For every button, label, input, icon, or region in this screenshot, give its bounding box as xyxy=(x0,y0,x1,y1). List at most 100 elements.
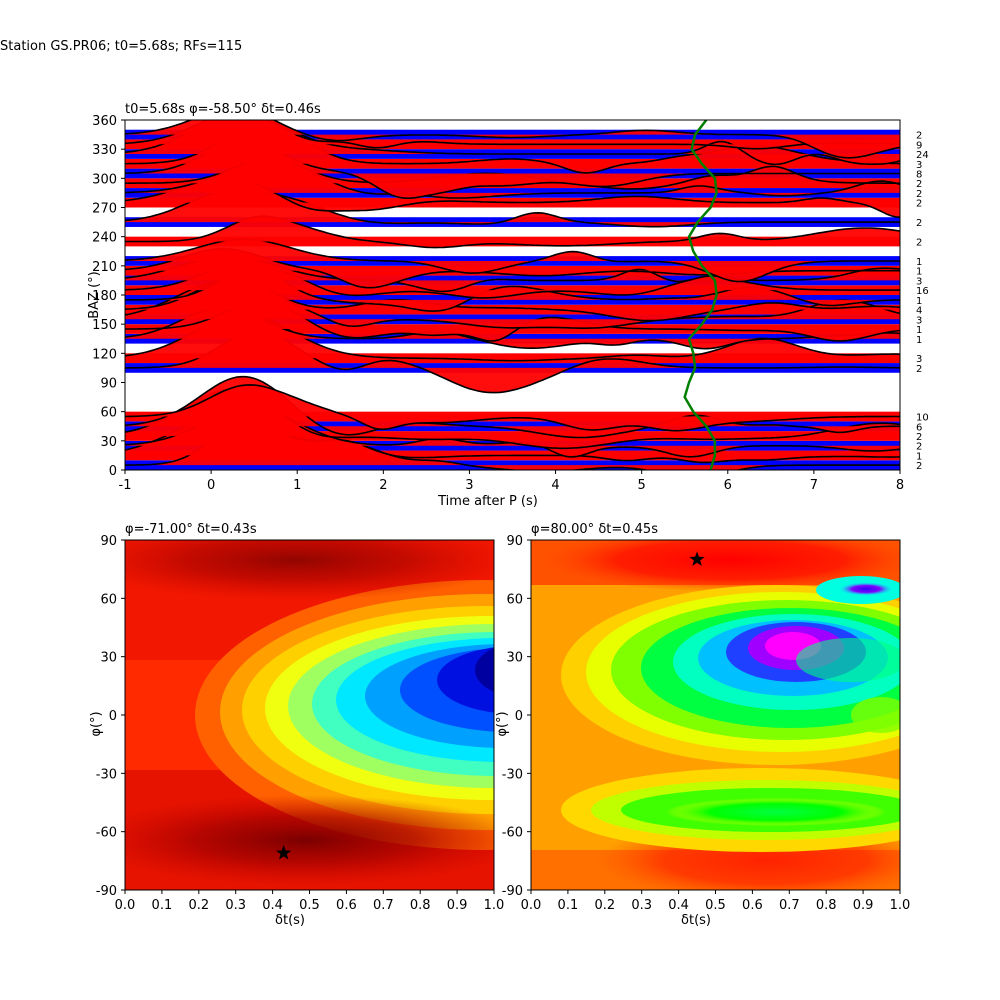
rf-count-label: 2 xyxy=(916,131,922,142)
trace-positive-fill xyxy=(125,178,900,218)
x-tick-label: 1.0 xyxy=(890,898,911,913)
rf-count-label: 3 xyxy=(916,276,922,287)
x-tick-label: 0.7 xyxy=(373,898,394,913)
left-map-y-axis: -90 -60 -30 0 30 60 90 xyxy=(96,534,125,899)
x-tick-label: 0.2 xyxy=(188,898,209,913)
y-tick-label: 30 xyxy=(100,435,117,450)
y-tick-label: 90 xyxy=(506,534,523,549)
x-tick-label: 0.8 xyxy=(410,898,431,913)
left-best-fit-star xyxy=(276,845,292,860)
polarity-band xyxy=(125,217,900,227)
y-tick-label: 0 xyxy=(515,709,523,724)
x-tick-label: 0.0 xyxy=(115,898,136,913)
rf-count-label: 3 xyxy=(916,354,922,365)
x-tick-label: 7 xyxy=(810,478,818,493)
x-tick-label: 0.4 xyxy=(262,898,283,913)
trace-positive-fill xyxy=(125,140,900,199)
y-tick-label: 270 xyxy=(92,202,117,217)
x-tick-label: 0.1 xyxy=(558,898,579,913)
x-tick-label: 0.1 xyxy=(152,898,173,913)
trace-positive-fill xyxy=(125,189,900,227)
trace-positive-fill xyxy=(125,280,900,329)
x-tick-label: 0.9 xyxy=(853,898,874,913)
rf-count-label: 2 xyxy=(916,218,922,229)
rf-panel: t0=5.68s φ=-58.50° δt=0.46s -1 0 1 2 3 4 5 6 7 8 … xyxy=(87,102,929,509)
trace-positive-fill xyxy=(125,407,900,457)
rf-count-label: 8 xyxy=(916,169,922,180)
x-tick-label: 0.0 xyxy=(521,898,542,913)
y-tick-label: 30 xyxy=(506,651,523,666)
best-fit-star xyxy=(689,551,705,566)
trace-positive-fill xyxy=(125,416,900,463)
y-tick-label: -90 xyxy=(502,884,523,899)
y-tick-label: 90 xyxy=(100,377,117,392)
trace-positive-fill xyxy=(125,216,900,248)
rf-count-label: 1 xyxy=(916,335,922,346)
y-tick-label: 360 xyxy=(92,114,117,129)
x-tick-label: 0.5 xyxy=(705,898,726,913)
y-tick-label: 180 xyxy=(92,289,117,304)
rf-count-label: 1 xyxy=(916,325,922,336)
x-tick-label: 0 xyxy=(207,478,215,493)
trace-positive-fill xyxy=(125,384,900,431)
trace-positive-fill xyxy=(125,120,900,165)
rf-count-label: 2 xyxy=(916,189,922,200)
rf-y-axis: 0 30 60 90 120 150 180 210 240 270 300 330 360 xyxy=(92,114,125,479)
y-tick-label: 60 xyxy=(506,592,523,607)
x-tick-label: 0.3 xyxy=(631,898,652,913)
y-tick-label: -90 xyxy=(96,884,117,899)
x-tick-label: 2 xyxy=(379,478,387,493)
rf-count-label: 2 xyxy=(916,179,922,190)
rf-count-label: 1 xyxy=(916,296,922,307)
energy-map-right: φ=80.00° δt=0.45s xyxy=(495,522,911,928)
x-tick-label: 8 xyxy=(896,478,904,493)
x-tick-label: 0.2 xyxy=(594,898,615,913)
trace-positive-fill xyxy=(125,314,900,361)
rf-trace xyxy=(125,120,900,150)
rf-count-label: 16 xyxy=(916,286,929,297)
rf-x-axis: -1 0 1 2 3 4 5 6 7 8 xyxy=(119,470,904,493)
x-tick-label: 0.7 xyxy=(779,898,800,913)
rf-trace xyxy=(125,120,900,166)
y-tick-label: 240 xyxy=(92,231,117,246)
y-tick-label: 90 xyxy=(100,534,117,549)
rf-count-label: 1 xyxy=(916,451,922,462)
figure-suptitle: Station GS.PR06; t0=5.68s; RFs=115 xyxy=(0,39,242,54)
rf-count-label: 2 xyxy=(916,442,922,453)
rf-count-label: 2 xyxy=(916,432,922,443)
x-tick-label: 0.4 xyxy=(668,898,689,913)
y-tick-label: 30 xyxy=(100,651,117,666)
y-tick-label: -30 xyxy=(502,767,523,782)
rf-trace xyxy=(125,384,900,432)
left-map-x-axis: 0.0 0.1 0.2 0.3 0.4 0.5 0.6 0.7 0.8 0.9 1.0 xyxy=(115,890,504,913)
y-tick-label: -30 xyxy=(96,767,117,782)
trace-positive-fill xyxy=(125,268,900,312)
trace-positive-fill xyxy=(125,331,900,393)
x-tick-label: 6 xyxy=(724,478,732,493)
y-tick-label: 300 xyxy=(92,172,117,187)
x-tick-label: 5 xyxy=(638,478,646,493)
rf-y-axis-label: BAZ (°) xyxy=(87,271,102,319)
right-map-x-label: δt(s) xyxy=(681,913,711,928)
y-tick-label: 60 xyxy=(100,592,117,607)
best-fit-star xyxy=(276,845,292,860)
rf-count-label: 2 xyxy=(916,364,922,375)
trace-positive-fill xyxy=(125,159,900,189)
trace-positive-fill xyxy=(125,301,900,341)
rf-count-label: 1 xyxy=(916,267,922,278)
energy-map-left: φ=-71.00° δt=0.43s xyxy=(89,522,504,928)
left-map-y-label: φ(°) xyxy=(89,711,104,736)
rf-count-label: 2 xyxy=(916,199,922,210)
x-tick-label: 0.6 xyxy=(742,898,763,913)
trace-positive-fill xyxy=(125,307,900,349)
x-tick-label: 0.6 xyxy=(336,898,357,913)
model-curve xyxy=(683,120,718,470)
x-tick-label: 3 xyxy=(465,478,473,493)
rf-count-label: 3 xyxy=(916,315,922,326)
rf-trace xyxy=(125,375,900,439)
y-tick-label: -60 xyxy=(96,826,117,841)
rf-count-label: 2 xyxy=(916,461,922,472)
trace-positive-fill xyxy=(125,120,900,158)
right-best-fit-star xyxy=(689,551,705,566)
